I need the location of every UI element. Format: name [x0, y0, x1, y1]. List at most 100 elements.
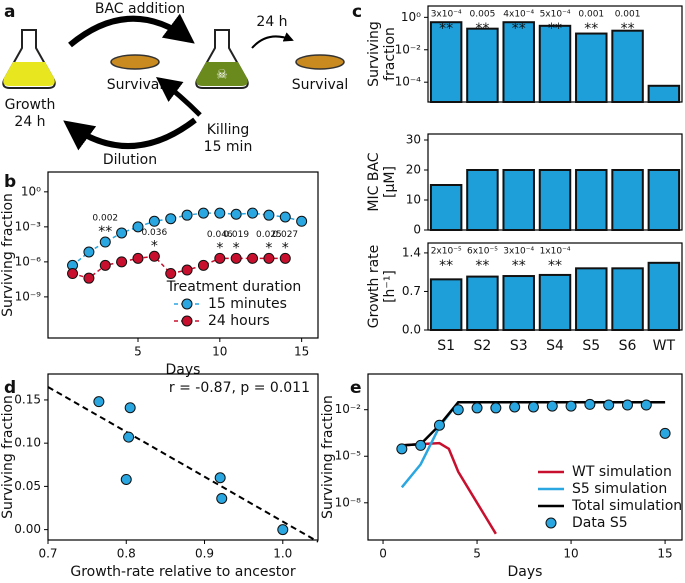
- fit-line: [47, 386, 319, 543]
- series-line: [72, 255, 286, 280]
- legend-label: WT simulation: [572, 464, 672, 480]
- point: [471, 402, 483, 414]
- point: [116, 227, 128, 239]
- bar: [611, 169, 644, 231]
- point: [120, 473, 132, 485]
- y-tick-label: 0: [413, 223, 421, 237]
- axes-frame: [367, 373, 683, 541]
- p-value: 6x10⁻⁵: [467, 247, 498, 257]
- bar: [466, 169, 499, 231]
- x-tick-label: S6: [619, 338, 637, 354]
- diagram-text: Killing: [207, 122, 250, 138]
- p-value: 0.005: [470, 10, 496, 20]
- point: [621, 399, 633, 411]
- point: [296, 215, 308, 227]
- diagram-text: Growth: [5, 97, 56, 113]
- y-tick-label: 0.7: [402, 284, 421, 298]
- y-axis-label: Surviving fraction: [0, 395, 16, 519]
- significance: **: [475, 258, 489, 274]
- arrow: [251, 32, 294, 49]
- y-tick-label: 10⁻⁶: [15, 254, 42, 268]
- p-value: 0.019: [223, 230, 249, 240]
- y-tick-label: 10⁻³: [15, 219, 42, 233]
- point: [433, 419, 445, 431]
- y-axis-label: MIC BAC: [366, 152, 382, 211]
- x-tick-label: 0.7: [38, 547, 57, 561]
- y-axis-label: fraction: [382, 27, 398, 81]
- panel-label: e: [350, 378, 362, 398]
- significance: *: [282, 240, 289, 256]
- bar: [611, 29, 644, 103]
- bar: [647, 169, 681, 231]
- y-tick-label: 0.05: [14, 479, 41, 493]
- p-value: 3x10⁻⁴: [431, 10, 462, 20]
- x-tick-label: 5: [134, 345, 142, 359]
- point: [659, 427, 671, 439]
- point: [99, 259, 111, 271]
- point: [165, 213, 177, 225]
- diagram-text: Survival: [292, 77, 348, 93]
- y-tick-label: 10⁻⁴: [395, 75, 422, 89]
- p-value: 0.025: [256, 230, 282, 240]
- bar: [538, 169, 572, 231]
- bar: [575, 169, 608, 231]
- y-tick-label: 10⁰: [21, 184, 41, 198]
- panel-label: a: [4, 2, 15, 22]
- skull-icon: ☠: [216, 68, 228, 83]
- legend-swatch: [181, 315, 193, 327]
- bar: [575, 267, 608, 331]
- diagram-text: BAC addition: [95, 1, 185, 17]
- point: [263, 252, 275, 264]
- p-value: 0.001: [578, 10, 604, 20]
- point: [181, 264, 193, 276]
- p-value: 1x10⁻⁴: [540, 247, 571, 257]
- y-tick-label: 30: [406, 133, 421, 147]
- point: [83, 246, 95, 258]
- x-axis-label: Days: [508, 564, 543, 580]
- point: [123, 431, 135, 443]
- legend-label: Data S5: [572, 515, 628, 531]
- point: [181, 209, 193, 221]
- point: [214, 207, 226, 219]
- legend-label: Total simulation: [571, 498, 682, 514]
- panel-a: a Growth 24 h ☠ Killing 15 min Survival …: [2, 1, 348, 168]
- y-tick-label: 10⁰: [401, 10, 421, 24]
- p-value: 0.036: [141, 228, 167, 238]
- x-tick-label: S4: [546, 338, 564, 354]
- y-tick-label: 1.4: [402, 245, 421, 259]
- panel-label: d: [4, 378, 16, 398]
- significance: *: [151, 238, 158, 254]
- bar: [611, 267, 644, 331]
- arrow: [156, 76, 202, 117]
- y-axis-label: Surviving fraction: [0, 193, 16, 317]
- point: [490, 402, 502, 414]
- y-tick-label: 10⁻²: [335, 402, 362, 416]
- point: [132, 252, 144, 264]
- point: [197, 259, 209, 271]
- x-tick-label: 0: [379, 547, 387, 561]
- petri-dish: [110, 54, 160, 70]
- x-tick-label: S1: [437, 338, 455, 354]
- bar: [429, 184, 463, 231]
- x-tick-label: 0.8: [117, 547, 136, 561]
- point: [99, 236, 111, 248]
- bar: [502, 275, 535, 331]
- y-axis-label: [µM]: [382, 166, 398, 198]
- point: [584, 398, 596, 410]
- x-tick-label: WT: [653, 338, 676, 354]
- legend-label: 15 minutes: [208, 296, 287, 312]
- point: [93, 396, 105, 408]
- y-tick-label: 0.15: [14, 392, 41, 406]
- legend-swatch: [181, 298, 193, 310]
- point: [247, 252, 259, 264]
- x-tick-label: S5: [582, 338, 600, 354]
- significance: *: [265, 240, 272, 256]
- point: [565, 400, 577, 412]
- bar: [575, 32, 608, 103]
- point: [509, 401, 521, 413]
- axes-frame: [47, 373, 319, 541]
- y-tick-label: 10⁻⁵: [335, 449, 362, 463]
- petri-dish: [295, 54, 345, 70]
- p-value: 0.001: [615, 10, 641, 20]
